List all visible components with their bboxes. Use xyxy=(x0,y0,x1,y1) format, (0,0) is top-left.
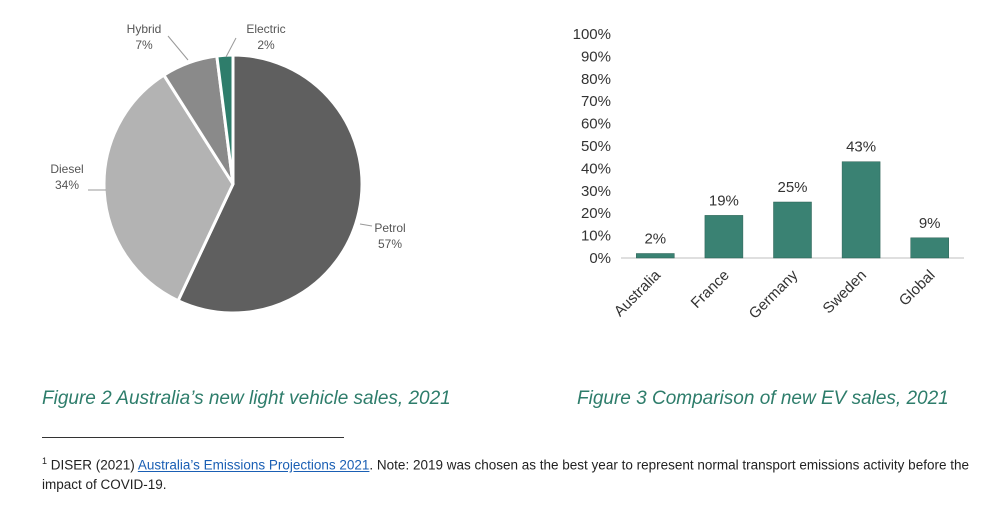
bar-value-label-germany: 25% xyxy=(777,179,807,196)
pie-leader-line-hybrid xyxy=(167,35,189,61)
y-tick-label: 80% xyxy=(581,71,611,88)
pie-label-diesel: Diesel xyxy=(50,162,83,176)
bar-germany xyxy=(773,201,812,259)
y-tick-label: 70% xyxy=(581,93,611,110)
pie-label-hybrid: Hybrid xyxy=(127,22,162,36)
bar-global xyxy=(910,237,949,259)
y-tick-label: 90% xyxy=(581,48,611,65)
bar-value-label-france: 19% xyxy=(709,192,739,209)
vehicle-sales-pie-chart: Petrol 57% Diesel 34% Hybrid 7% Electric 2% xyxy=(50,22,406,315)
footnote: 1 DISER (2021) Australia’s Emissions Pro… xyxy=(42,452,972,494)
pie-value-hybrid: 7% xyxy=(135,38,153,52)
y-tick-label: 60% xyxy=(581,116,611,133)
y-tick-label: 30% xyxy=(581,183,611,200)
y-tick-label: 50% xyxy=(581,138,611,155)
x-tick-label-france: France xyxy=(688,267,733,312)
x-tick-label-global: Global xyxy=(896,267,939,310)
y-tick-label: 20% xyxy=(581,205,611,222)
footnote-text: . Note: 2019 was chosen as the best year… xyxy=(42,457,969,492)
pie-label-petrol: Petrol xyxy=(374,221,405,235)
pie-value-electric: 2% xyxy=(257,38,275,52)
bar-france xyxy=(704,215,744,259)
footnote-divider xyxy=(42,437,344,438)
y-tick-label: 0% xyxy=(589,250,611,267)
bar-value-label-australia: 2% xyxy=(644,231,666,248)
x-tick-label-sweden: Sweden xyxy=(820,267,870,317)
pie-leader-line-electric xyxy=(225,37,237,58)
y-tick-label: 40% xyxy=(581,160,611,177)
pie-slice-petrol xyxy=(176,53,364,315)
emissions-projections-link[interactable]: Australia’s Emissions Projections 2021 xyxy=(137,457,370,473)
figure-2-caption: Figure 2 Australia’s new light vehicle s… xyxy=(42,388,451,409)
x-tick-label-australia: Australia xyxy=(611,266,665,320)
pie-leader-line-petrol xyxy=(359,223,373,227)
footnote-prefix: DISER (2021) xyxy=(47,457,138,473)
bar-value-label-global: 9% xyxy=(919,215,941,232)
pie-label-electric: Electric xyxy=(246,22,285,36)
footnote-marker: 1 xyxy=(42,456,48,466)
figure-3-caption: Figure 3 Comparison of new EV sales, 202… xyxy=(577,388,949,409)
pie-value-petrol: 57% xyxy=(378,237,402,251)
pie-slice-diesel xyxy=(102,73,235,303)
x-tick-label-germany: Germany xyxy=(746,266,802,322)
bar-sweden xyxy=(841,161,881,259)
y-tick-label: 100% xyxy=(573,26,611,43)
pie-slice-electric xyxy=(215,53,235,185)
y-tick-label: 10% xyxy=(581,228,611,245)
bar-australia xyxy=(636,253,675,259)
pie-value-diesel: 34% xyxy=(55,178,79,192)
ev-sales-bar-chart: 0% 10% 20% 30% 40% 50% 60% 70% 80% 90% 100% 2% Austr… xyxy=(573,26,964,322)
bar-value-label-sweden: 43% xyxy=(846,139,876,156)
